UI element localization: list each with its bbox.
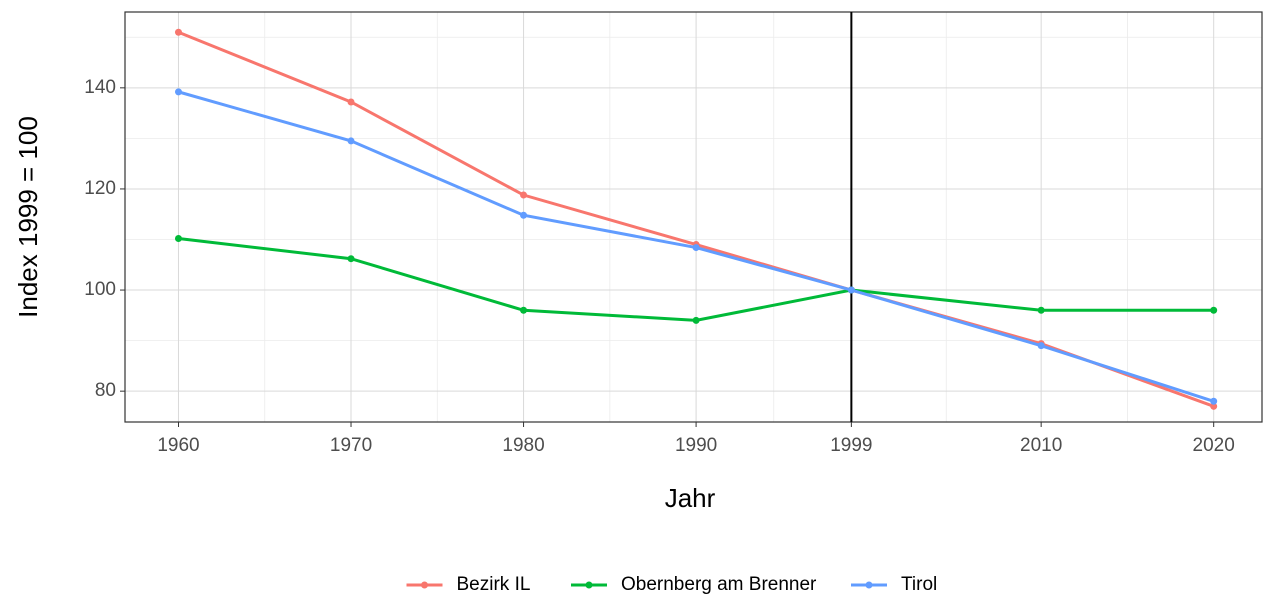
y-tick-label: 140 (84, 77, 116, 98)
data-point (174, 88, 182, 96)
data-point (1210, 402, 1218, 410)
x-tick-label: 1990 (675, 435, 717, 456)
data-point (347, 255, 355, 263)
x-tick-label: 1980 (502, 435, 544, 456)
data-point (174, 234, 182, 242)
legend-label: Obernberg am Brenner (621, 574, 817, 595)
data-point (520, 211, 528, 219)
x-tick-label: 1960 (157, 435, 199, 456)
y-tick-label: 120 (84, 178, 116, 199)
data-point (1037, 342, 1045, 350)
data-point (1210, 306, 1218, 314)
data-point (174, 28, 182, 36)
data-point (347, 137, 355, 145)
legend-key-point (585, 581, 593, 589)
x-axis-title: Jahr (665, 483, 716, 513)
data-point (1210, 397, 1218, 405)
data-point (1037, 306, 1045, 314)
legend-label: Bezirk IL (457, 574, 531, 595)
data-point (847, 286, 855, 294)
legend-key-point (865, 581, 873, 589)
x-tick-label: 2010 (1020, 435, 1062, 456)
y-tick-label: 100 (84, 279, 116, 300)
panel-border (124, 11, 1263, 423)
x-tick-label: 1970 (330, 435, 372, 456)
x-tick-label: 2020 (1193, 435, 1235, 456)
data-point (347, 98, 355, 106)
x-tick-label: 1999 (830, 435, 872, 456)
data-point (520, 306, 528, 314)
legend-key-point (421, 581, 428, 589)
y-axis-title: Index 1999 = 100 (13, 116, 43, 318)
legend-label: Tirol (901, 574, 937, 595)
y-tick-label: 80 (95, 380, 116, 401)
data-point (692, 244, 700, 252)
data-point (692, 316, 700, 324)
data-point (520, 191, 528, 199)
